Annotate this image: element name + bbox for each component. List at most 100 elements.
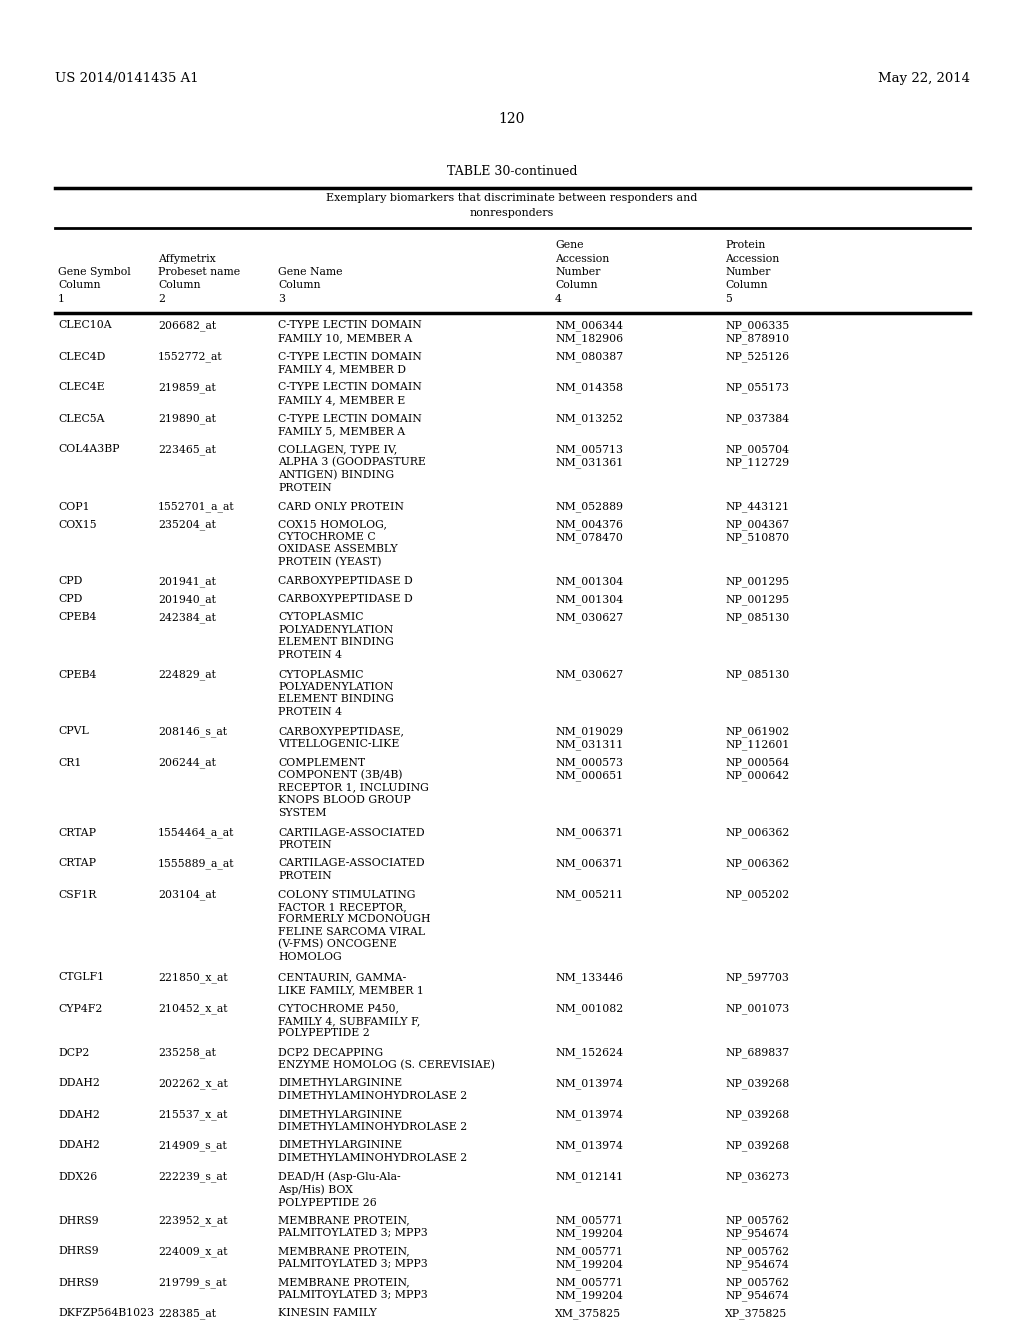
Text: Exemplary biomarkers that discriminate between responders and: Exemplary biomarkers that discriminate b… <box>327 193 697 203</box>
Text: NM_014358: NM_014358 <box>555 383 623 393</box>
Text: CENTAURIN, GAMMA-
LIKE FAMILY, MEMBER 1: CENTAURIN, GAMMA- LIKE FAMILY, MEMBER 1 <box>278 973 424 995</box>
Text: CYP4F2: CYP4F2 <box>58 1003 102 1014</box>
Text: 223952_x_at: 223952_x_at <box>158 1216 227 1226</box>
Text: DDAH2: DDAH2 <box>58 1110 100 1119</box>
Text: 201941_at: 201941_at <box>158 577 216 587</box>
Text: NP_004367
NP_510870: NP_004367 NP_510870 <box>725 520 790 544</box>
Text: CPD: CPD <box>58 594 82 605</box>
Text: DCP2 DECAPPING
ENZYME HOMOLOG (S. CEREVISIAE): DCP2 DECAPPING ENZYME HOMOLOG (S. CEREVI… <box>278 1048 495 1071</box>
Text: CRTAP: CRTAP <box>58 858 96 869</box>
Text: 224829_at: 224829_at <box>158 669 216 680</box>
Text: MEMBRANE PROTEIN,
PALMITOYLATED 3; MPP3: MEMBRANE PROTEIN, PALMITOYLATED 3; MPP3 <box>278 1278 428 1300</box>
Text: 223465_at: 223465_at <box>158 445 216 455</box>
Text: COP1: COP1 <box>58 502 90 511</box>
Text: DDX26: DDX26 <box>58 1172 97 1181</box>
Text: 221850_x_at: 221850_x_at <box>158 973 227 983</box>
Text: May 22, 2014: May 22, 2014 <box>878 73 970 84</box>
Text: C-TYPE LECTIN DOMAIN
FAMILY 10, MEMBER A: C-TYPE LECTIN DOMAIN FAMILY 10, MEMBER A <box>278 321 422 343</box>
Text: NP_005762
NP_954674: NP_005762 NP_954674 <box>725 1246 790 1270</box>
Text: 208146_s_at: 208146_s_at <box>158 726 227 737</box>
Text: NM_006371: NM_006371 <box>555 858 624 869</box>
Text: COX15: COX15 <box>58 520 96 529</box>
Text: NP_085130: NP_085130 <box>725 612 790 623</box>
Text: 235204_at: 235204_at <box>158 520 216 531</box>
Text: CARBOXYPEPTIDASE D: CARBOXYPEPTIDASE D <box>278 594 413 605</box>
Text: Accession: Accession <box>555 253 609 264</box>
Text: 1554464_a_at: 1554464_a_at <box>158 828 234 838</box>
Text: NM_013974: NM_013974 <box>555 1110 623 1121</box>
Text: NP_001073: NP_001073 <box>725 1003 790 1014</box>
Text: Column: Column <box>555 281 597 290</box>
Text: DHRS9: DHRS9 <box>58 1246 98 1257</box>
Text: NM_005771
NM_199204: NM_005771 NM_199204 <box>555 1278 623 1302</box>
Text: C-TYPE LECTIN DOMAIN
FAMILY 4, MEMBER D: C-TYPE LECTIN DOMAIN FAMILY 4, MEMBER D <box>278 351 422 374</box>
Text: 1555889_a_at: 1555889_a_at <box>158 858 234 869</box>
Text: Number: Number <box>555 267 600 277</box>
Text: NM_013974: NM_013974 <box>555 1140 623 1151</box>
Text: 219799_s_at: 219799_s_at <box>158 1278 226 1288</box>
Text: 224009_x_at: 224009_x_at <box>158 1246 227 1257</box>
Text: 210452_x_at: 210452_x_at <box>158 1003 227 1014</box>
Text: DIMETHYLARGININE
DIMETHYLAMINOHYDROLASE 2: DIMETHYLARGININE DIMETHYLAMINOHYDROLASE … <box>278 1078 467 1101</box>
Text: NP_001295: NP_001295 <box>725 594 790 605</box>
Text: 1552772_at: 1552772_at <box>158 351 222 362</box>
Text: NM_030627: NM_030627 <box>555 612 624 623</box>
Text: Probeset name: Probeset name <box>158 267 240 277</box>
Text: XP_375825: XP_375825 <box>725 1308 787 1319</box>
Text: CPEB4: CPEB4 <box>58 612 96 623</box>
Text: DHRS9: DHRS9 <box>58 1216 98 1225</box>
Text: Gene Symbol: Gene Symbol <box>58 267 131 277</box>
Text: US 2014/0141435 A1: US 2014/0141435 A1 <box>55 73 199 84</box>
Text: DDAH2: DDAH2 <box>58 1140 100 1151</box>
Text: CR1: CR1 <box>58 758 81 767</box>
Text: CYTOPLASMIC
POLYADENYLATION
ELEMENT BINDING
PROTEIN 4: CYTOPLASMIC POLYADENYLATION ELEMENT BIND… <box>278 612 394 660</box>
Text: NM_013974: NM_013974 <box>555 1078 623 1089</box>
Text: Affymetrix: Affymetrix <box>158 253 216 264</box>
Text: NM_006344
NM_182906: NM_006344 NM_182906 <box>555 321 624 345</box>
Text: Protein: Protein <box>725 240 765 249</box>
Text: NM_013252: NM_013252 <box>555 413 624 424</box>
Text: CARBOXYPEPTIDASE,
VITELLOGENIC-LIKE: CARBOXYPEPTIDASE, VITELLOGENIC-LIKE <box>278 726 404 748</box>
Text: NP_443121: NP_443121 <box>725 502 790 512</box>
Text: 202262_x_at: 202262_x_at <box>158 1078 227 1089</box>
Text: KINESIN FAMILY
MEMBER 14 (KIF14): KINESIN FAMILY MEMBER 14 (KIF14) <box>278 1308 396 1320</box>
Text: Gene: Gene <box>555 240 584 249</box>
Text: 203104_at: 203104_at <box>158 890 216 900</box>
Text: NP_005202: NP_005202 <box>725 890 790 900</box>
Text: CPVL: CPVL <box>58 726 89 737</box>
Text: NM_012141: NM_012141 <box>555 1172 624 1183</box>
Text: NM_019029
NM_031311: NM_019029 NM_031311 <box>555 726 624 750</box>
Text: CYTOCHROME P450,
FAMILY 4, SUBFAMILY F,
POLYPEPTIDE 2: CYTOCHROME P450, FAMILY 4, SUBFAMILY F, … <box>278 1003 421 1039</box>
Text: NP_689837: NP_689837 <box>725 1048 790 1059</box>
Text: 3: 3 <box>278 294 285 304</box>
Text: 4: 4 <box>555 294 562 304</box>
Text: CTGLF1: CTGLF1 <box>58 973 104 982</box>
Text: CLEC10A: CLEC10A <box>58 321 112 330</box>
Text: 215537_x_at: 215537_x_at <box>158 1110 227 1121</box>
Text: DEAD/H (Asp-Glu-Ala-
Asp/His) BOX
POLYPEPTIDE 26: DEAD/H (Asp-Glu-Ala- Asp/His) BOX POLYPE… <box>278 1172 400 1208</box>
Text: NP_039268: NP_039268 <box>725 1110 790 1121</box>
Text: NP_006362: NP_006362 <box>725 828 790 838</box>
Text: 206682_at: 206682_at <box>158 321 216 331</box>
Text: COLLAGEN, TYPE IV,
ALPHA 3 (GOODPASTURE
ANTIGEN) BINDING
PROTEIN: COLLAGEN, TYPE IV, ALPHA 3 (GOODPASTURE … <box>278 445 426 492</box>
Text: NP_039268: NP_039268 <box>725 1140 790 1151</box>
Text: NM_030627: NM_030627 <box>555 669 624 680</box>
Text: Accession: Accession <box>725 253 779 264</box>
Text: COL4A3BP: COL4A3BP <box>58 445 120 454</box>
Text: CARTILAGE-ASSOCIATED
PROTEIN: CARTILAGE-ASSOCIATED PROTEIN <box>278 858 425 880</box>
Text: Column: Column <box>58 281 100 290</box>
Text: NM_001304: NM_001304 <box>555 594 624 605</box>
Text: COX15 HOMOLOG,
CYTOCHROME C
OXIDASE ASSEMBLY
PROTEIN (YEAST): COX15 HOMOLOG, CYTOCHROME C OXIDASE ASSE… <box>278 520 397 568</box>
Text: COLONY STIMULATING
FACTOR 1 RECEPTOR,
FORMERLY MCDONOUGH
FELINE SARCOMA VIRAL
(V: COLONY STIMULATING FACTOR 1 RECEPTOR, FO… <box>278 890 430 962</box>
Text: 206244_at: 206244_at <box>158 758 216 768</box>
Text: C-TYPE LECTIN DOMAIN
FAMILY 5, MEMBER A: C-TYPE LECTIN DOMAIN FAMILY 5, MEMBER A <box>278 413 422 436</box>
Text: 1: 1 <box>58 294 65 304</box>
Text: Number: Number <box>725 267 770 277</box>
Text: CARD ONLY PROTEIN: CARD ONLY PROTEIN <box>278 502 403 511</box>
Text: NM_006371: NM_006371 <box>555 828 624 838</box>
Text: 228385_at: 228385_at <box>158 1308 216 1319</box>
Text: DKFZP564B1023: DKFZP564B1023 <box>58 1308 155 1319</box>
Text: DCP2: DCP2 <box>58 1048 89 1057</box>
Text: NM_005211: NM_005211 <box>555 890 624 900</box>
Text: 1552701_a_at: 1552701_a_at <box>158 502 234 512</box>
